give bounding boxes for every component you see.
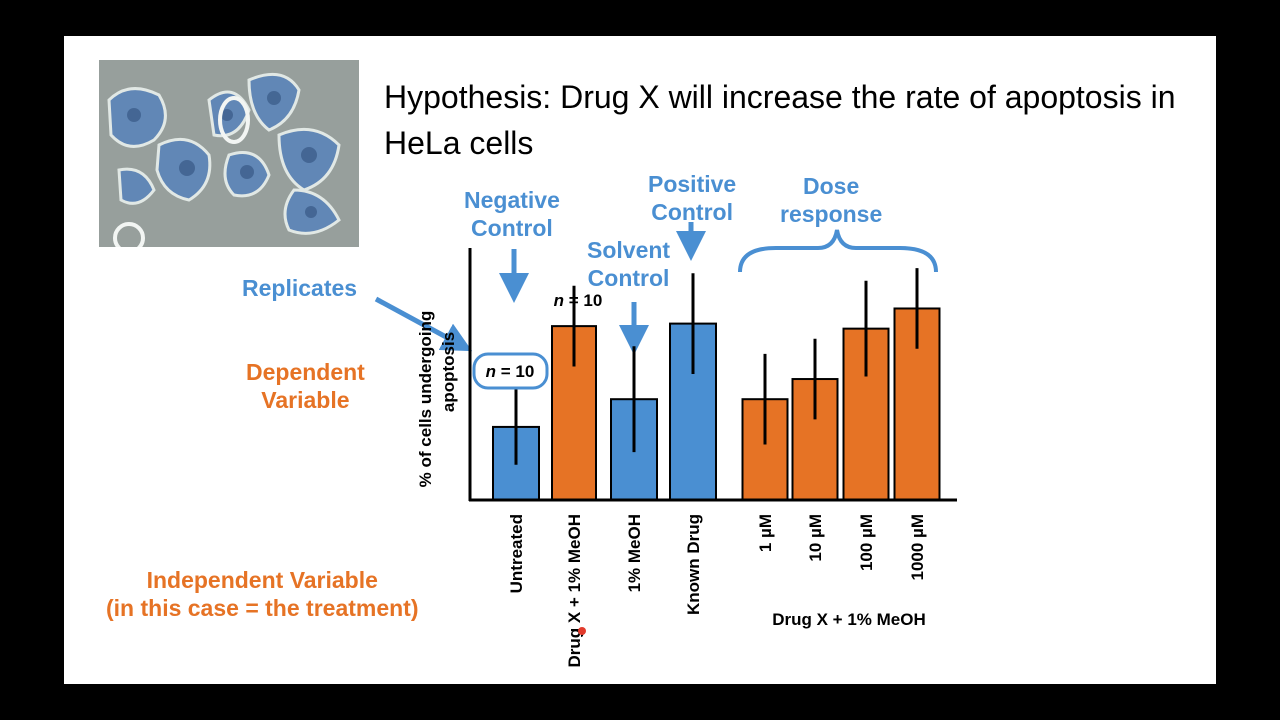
cursor-pointer-icon — [578, 627, 586, 635]
independent-variable-label: Independent Variable (in this case = the… — [106, 567, 419, 621]
x-tick-label-7: 100 µM — [857, 514, 876, 571]
y-axis-title: % of cells undergoing apoptosis — [416, 311, 458, 488]
slide: Hypothesis: Drug X will increase the rat… — [64, 36, 1216, 684]
x-tick-label-5: 1 µM — [756, 514, 775, 552]
dose-response-brace-icon — [738, 229, 938, 273]
y-axis-title-line-2: apoptosis — [439, 332, 458, 412]
annotation-arrows — [374, 222, 938, 355]
dependent-variable-label: Dependent Variable — [246, 359, 365, 413]
x-tick-labels: Untreated Drug X + 1% MeOH 1% MeOH Known Dr… — [507, 514, 927, 668]
y-axis-title-line-1: % of cells undergoing — [416, 311, 435, 488]
x-tick-label-6: 10 µM — [806, 514, 825, 562]
x-tick-label-8: 1000 µM — [908, 514, 927, 581]
n-label-box — [472, 352, 549, 390]
x-tick-label-3: 1% MeOH — [625, 514, 644, 592]
x-tick-label-4: Known Drug — [684, 514, 703, 615]
n-label-drug: n = 10 — [554, 291, 603, 310]
solvent-control-label: Solvent Control — [587, 237, 671, 291]
replicates-label: Replicates — [242, 275, 358, 301]
x-tick-label-1: Untreated — [507, 514, 526, 593]
hela-cells-micrograph — [99, 60, 359, 247]
dose-group-label: Drug X + 1% MeOH — [772, 610, 926, 629]
n-label-untreated: n = 10 — [486, 362, 535, 381]
x-tick-label-2: Drug X + 1% MeOH — [565, 514, 584, 668]
dose-response-label: Dose response — [780, 173, 883, 227]
negative-control-label: Negative Control — [464, 187, 560, 241]
hypothesis-text: Hypothesis: Drug X will increase the rat… — [384, 79, 1176, 161]
bars — [492, 268, 941, 502]
positive-control-label: Positive Control — [648, 171, 737, 225]
replicates-arrow — [374, 296, 473, 352]
bar-chart: % of cells undergoing apoptosis Untreate… — [374, 222, 957, 668]
